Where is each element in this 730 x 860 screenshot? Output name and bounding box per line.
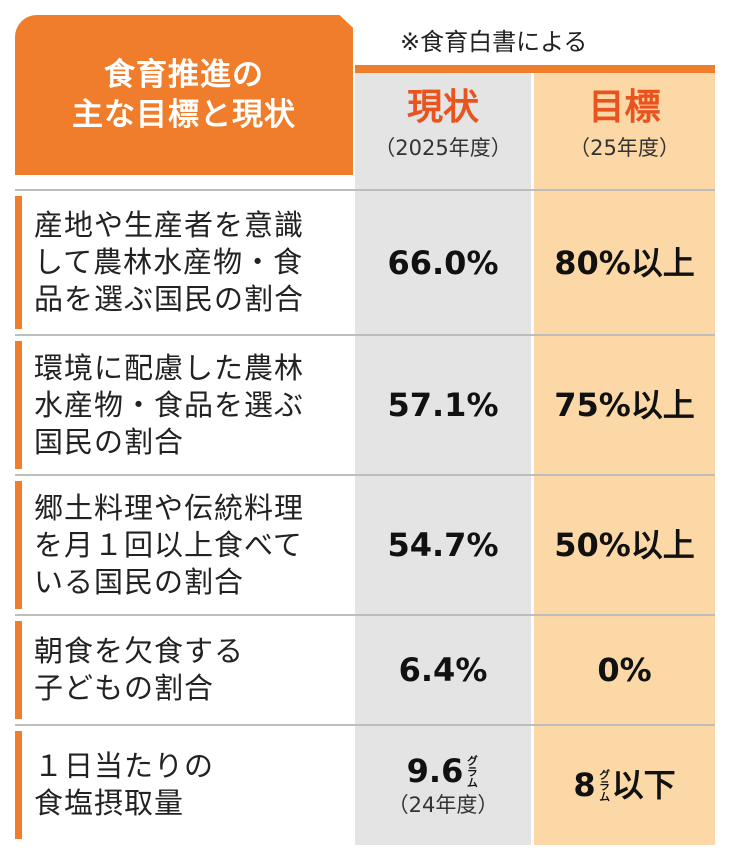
- column-background: [534, 65, 715, 845]
- row-divider: [15, 724, 715, 726]
- row-accent: [15, 481, 22, 609]
- value-text: 54.7%: [387, 526, 499, 564]
- label-line: 水産物・食品を選ぶ: [34, 387, 305, 422]
- title-line: 食育推進の: [104, 57, 264, 93]
- value-text: 80%以上: [554, 243, 695, 282]
- row-accent: [15, 196, 22, 329]
- column-subtitle: （2025年度）: [374, 136, 512, 160]
- title-line: 主な目標と現状: [72, 97, 296, 133]
- column-header: 現状 （2025年度）: [355, 85, 531, 185]
- value-text: 75%以上: [554, 386, 695, 424]
- column-subtitle: （25年度）: [569, 136, 680, 160]
- label-line: 郷土料理や伝統料理: [34, 490, 305, 525]
- value-text: 57.1%: [387, 386, 499, 424]
- current-cell: 6.4%: [355, 615, 531, 725]
- target-value: 80%以上: [554, 243, 695, 283]
- target-cell: 80%以上: [534, 190, 715, 335]
- target-cell: 8 グラム 以下: [534, 725, 715, 845]
- label-line: して農林水産物・食: [34, 245, 304, 279]
- target-value: 8 グラム 以下: [573, 765, 675, 805]
- label-line: １日当たりの: [34, 749, 215, 783]
- current-value: 57.1%: [387, 385, 498, 425]
- row-divider: [15, 334, 715, 336]
- current-value: 54.7%: [387, 525, 498, 565]
- value-text: 8: [573, 766, 596, 804]
- current-cell: 9.6 グラム （24年度）: [355, 725, 531, 845]
- column-header: 目標 （25年度）: [534, 85, 715, 185]
- current-value: 66.0%: [387, 243, 498, 283]
- target-cell: 0%: [534, 615, 715, 725]
- current-cell: 54.7%: [355, 475, 531, 615]
- value-unit: グラム: [465, 754, 479, 788]
- current-cell: 57.1%: [355, 335, 531, 475]
- current-value: 6.4%: [399, 650, 488, 690]
- target-value: 0%: [597, 650, 651, 690]
- source-note: ※食育白書による: [400, 28, 588, 56]
- label-line: いる国民の割合: [34, 564, 245, 599]
- value-text: 0%: [597, 651, 652, 689]
- target-value: 75%以上: [554, 385, 695, 425]
- label-line: 環境に配慮した農林: [34, 350, 305, 385]
- value-text: 6.4%: [398, 651, 488, 689]
- row-accent: [15, 621, 22, 719]
- column-title: 現状: [406, 87, 479, 128]
- title-box: 食育推進の 主な目標と現状: [15, 15, 353, 175]
- current-cell: 66.0%: [355, 190, 531, 335]
- label-line: 子どもの割合: [34, 671, 215, 705]
- value-text: 9.6: [406, 752, 464, 790]
- header-bar: [355, 65, 715, 73]
- target-cell: 50%以上: [534, 475, 715, 615]
- row-accent: [15, 341, 22, 469]
- row-label: 産地や生産者を意識 して農林水産物・食 品を選ぶ国民の割合: [34, 190, 352, 335]
- label-line: 国民の割合: [34, 424, 185, 459]
- label-line: 品を選ぶ国民の割合: [34, 282, 305, 316]
- value-text: 66.0%: [387, 243, 499, 282]
- target-value: 50%以上: [554, 525, 695, 565]
- label-line: 食塩摂取量: [34, 786, 185, 820]
- row-label: 郷土料理や伝統料理 を月１回以上食べて いる国民の割合: [34, 475, 352, 615]
- label-line: を月１回以上食べて: [34, 527, 303, 562]
- row-divider: [15, 189, 715, 191]
- label-line: 産地や生産者を意識: [34, 208, 305, 242]
- column-background: [355, 65, 531, 845]
- value-text: 50%以上: [554, 526, 695, 564]
- row-divider: [15, 474, 715, 476]
- current-value: 9.6 グラム: [407, 751, 480, 791]
- row-accent: [15, 731, 22, 839]
- value-unit: グラム: [597, 768, 611, 802]
- row-label: 朝食を欠食する 子どもの割合: [34, 615, 352, 725]
- value-note: （24年度）: [387, 793, 499, 817]
- label-line: 朝食を欠食する: [34, 634, 245, 668]
- row-label: 環境に配慮した農林 水産物・食品を選ぶ 国民の割合: [34, 335, 352, 475]
- row-label: １日当たりの 食塩摂取量: [34, 725, 352, 845]
- row-divider: [15, 614, 715, 616]
- column-title: 目標: [588, 87, 661, 128]
- value-suffix: 以下: [611, 766, 676, 804]
- target-cell: 75%以上: [534, 335, 715, 475]
